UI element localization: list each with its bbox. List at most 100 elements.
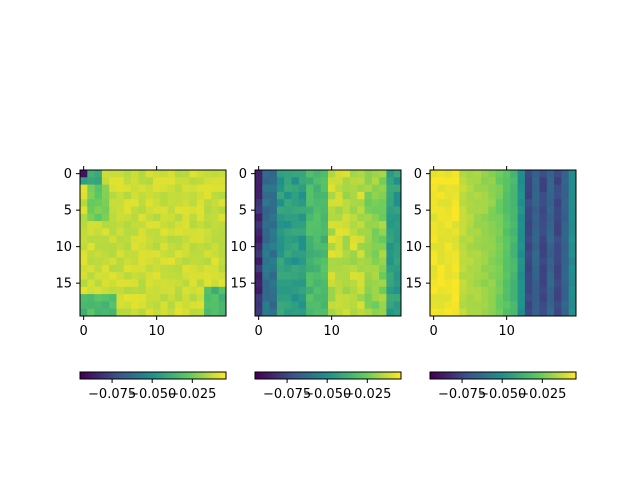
colorbar-segment: [561, 372, 565, 379]
heatmap-cell: [554, 221, 562, 229]
colorbar-segment: [281, 372, 285, 379]
heatmap-cell: [189, 221, 198, 229]
heatmap-cell: [437, 308, 445, 317]
heatmap-cell: [473, 264, 482, 273]
colorbar-segment: [510, 372, 514, 379]
heatmap-cell: [561, 308, 570, 317]
heatmap-cell: [255, 235, 263, 244]
heatmap-cell: [466, 191, 475, 200]
heatmap-cell: [320, 206, 329, 215]
heatmap-cell: [276, 272, 285, 280]
heatmap-cell: [459, 250, 467, 258]
colorbar-segment: [111, 372, 115, 379]
heatmap-panel-1: 0 5 10 15 0 10: [55, 166, 227, 339]
heatmap-cell: [495, 235, 504, 244]
heatmap-cell: [298, 177, 307, 185]
heatmap-cell: [488, 272, 497, 280]
heatmap-cell: [451, 191, 460, 200]
heatmap-cell: [561, 170, 570, 178]
heatmap-cell: [371, 235, 380, 244]
colorbar-segment: [155, 372, 159, 379]
heatmap-cell: [568, 272, 577, 280]
heatmap-cell: [510, 308, 518, 317]
heatmap-cell: [94, 199, 103, 207]
heatmap-cell: [167, 301, 176, 310]
heatmap-cell: [335, 308, 343, 317]
heatmap-cell: [393, 199, 402, 207]
heatmap-cell: [320, 301, 329, 310]
heatmap-cell: [298, 184, 307, 193]
heatmap-cell: [342, 301, 351, 310]
heatmap-cell: [342, 308, 351, 317]
heatmap-cell: [488, 199, 497, 207]
y-tick-label: 10: [55, 240, 72, 255]
heatmap-cell: [524, 191, 533, 200]
heatmap-cell: [123, 228, 132, 237]
heatmap-cell: [349, 264, 358, 273]
heatmap-cell: [196, 177, 205, 185]
heatmap-cell: [313, 221, 322, 229]
colorbar-segment: [537, 372, 540, 379]
colorbar-segment: [500, 372, 504, 379]
heatmap-cell: [153, 308, 161, 317]
heatmap-cell: [444, 250, 453, 258]
heatmap-cell: [116, 177, 125, 185]
colorbar-segment: [354, 372, 358, 379]
heatmap-cell: [349, 206, 358, 215]
colorbar-tick-label: −0.075: [263, 387, 311, 402]
heatmap-cell: [153, 191, 161, 200]
heatmap-cell: [532, 235, 540, 244]
heatmap-cell: [313, 250, 322, 258]
heatmap-cell: [138, 221, 147, 229]
heatmap-cell: [138, 170, 147, 178]
heatmap-cell: [80, 191, 88, 200]
heatmap-cell: [196, 228, 205, 237]
heatmap-cell: [386, 243, 395, 251]
heatmap-cell: [167, 272, 176, 280]
heatmap-cell: [488, 257, 497, 266]
colorbar-segment: [451, 372, 455, 379]
heatmap-panel-2: 0 5 10 15 0 10: [230, 166, 402, 339]
heatmap-cell: [255, 272, 263, 280]
heatmap-cell: [473, 301, 482, 310]
heatmap-cell: [306, 257, 314, 266]
heatmap-cell: [218, 250, 227, 258]
heatmap-cell: [561, 177, 570, 185]
heatmap-cell: [532, 177, 540, 185]
heatmap-cell: [138, 206, 147, 215]
heatmap-cell: [379, 221, 387, 229]
heatmap-cell: [160, 250, 168, 258]
heatmap-cell: [568, 301, 577, 310]
heatmap-cell: [291, 257, 300, 266]
heatmap-cell: [174, 294, 183, 302]
colorbar-segment: [439, 372, 443, 379]
heatmap-cell: [568, 308, 577, 317]
heatmap-cell: [437, 264, 445, 273]
heatmap-cell: [313, 286, 322, 295]
heatmap-cell: [255, 206, 263, 215]
colorbar-segment: [264, 372, 268, 379]
heatmap-cell: [109, 286, 117, 295]
heatmap-cell: [466, 272, 475, 280]
heatmap-cell: [284, 243, 292, 251]
heatmap-cell: [430, 257, 438, 266]
heatmap-cell: [517, 257, 526, 266]
heatmap-cell: [218, 272, 227, 280]
heatmap-cell: [328, 272, 336, 280]
heatmap-cell: [313, 213, 322, 222]
heatmap-cell: [87, 243, 95, 251]
heatmap-cell: [182, 250, 190, 258]
colorbar-segment: [456, 372, 460, 379]
heatmap-cell: [306, 213, 314, 222]
heatmap-cell: [291, 286, 300, 295]
heatmap-cell: [145, 308, 154, 317]
heatmap-cell: [451, 243, 460, 251]
heatmap-cell: [495, 264, 504, 273]
heatmap-cell: [379, 191, 387, 200]
heatmap-cell: [153, 279, 161, 288]
heatmap-cell: [269, 206, 278, 215]
colorbar-segment: [196, 372, 200, 379]
heatmap-cell: [123, 272, 132, 280]
colorbar-segment: [293, 372, 297, 379]
colorbar-segment: [157, 372, 161, 379]
